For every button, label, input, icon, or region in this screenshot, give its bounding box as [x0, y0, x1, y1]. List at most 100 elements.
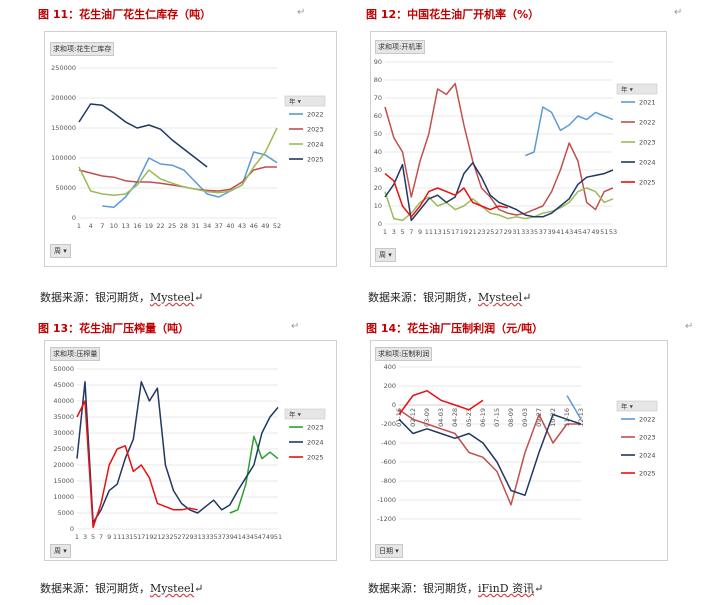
x-tick-label: 35 [210, 533, 218, 541]
series-line-2025 [76, 400, 198, 529]
x-tick-label: 37 [215, 222, 223, 230]
x-tick-label: 7 [100, 222, 104, 230]
series-line-2024 [398, 413, 582, 497]
x-tick-label: 15 [129, 533, 137, 541]
x-tick-label: 45 [250, 533, 258, 541]
chart-panel-14: -1200 -1000 -800 -600 -400 -200 0 200 400 01-16 02… [370, 340, 668, 561]
x-tick-label: 13 [121, 533, 129, 541]
x-tick-label: 22 [156, 222, 164, 230]
x-tick-label: 43 [565, 228, 573, 236]
y-tick-label: 50000 [53, 365, 74, 373]
chart-panel-13: 0 5000 10000 15000 20000 25000 30000 35000 40000… [44, 340, 337, 561]
legend-label: 2023 [639, 139, 656, 147]
x-tick-label: 17 [137, 533, 145, 541]
series-line-2021 [525, 106, 614, 157]
y-tick-label: 50000 [55, 184, 76, 192]
legend-label: 2024 [307, 141, 324, 149]
pivot-field-label[interactable]: 求和项:花生仁库存 [50, 42, 115, 56]
x-tick-label: 3 [83, 533, 87, 541]
y-tick-label: 0 [70, 525, 74, 533]
y-tick-label: 200 [384, 382, 396, 390]
pivot-field-label[interactable]: 求和项:开机率 [375, 40, 426, 54]
x-tick-label: 52 [273, 222, 281, 230]
x-tick-label: 27 [495, 228, 503, 236]
x-tick-label: 33 [201, 533, 209, 541]
x-tick-label: 19 [460, 228, 468, 236]
x-tick-label: 1 [75, 533, 79, 541]
x-tick-label: 7 [409, 228, 413, 236]
y-tick-label: 150000 [51, 124, 76, 132]
x-tick-label: 10 [110, 222, 118, 230]
series-line-2024 [78, 127, 278, 196]
x-tick-label: 41 [234, 533, 242, 541]
legend-label: 2024 [307, 439, 324, 447]
x-tick-label: 9 [107, 533, 111, 541]
axis-field-button[interactable]: 日期 ▾ [375, 544, 403, 558]
y-tick-label: 90 [374, 58, 382, 66]
x-tick-label: 10-22 [549, 408, 557, 427]
y-tick-label: 5000 [57, 509, 74, 517]
pivot-field-label[interactable]: 求和项:压制利润 [375, 347, 433, 361]
legend-label: 2022 [639, 119, 656, 127]
pivot-field-label[interactable]: 求和项:压榨量 [50, 347, 101, 361]
series-line-2025 [78, 103, 208, 168]
x-tick-label: 09-03 [521, 408, 529, 427]
x-tick-label: 23 [477, 228, 485, 236]
series-line-2024 [384, 162, 614, 222]
x-tick-label: 43 [238, 222, 246, 230]
x-tick-label: 3 [392, 228, 396, 236]
legend-label: 2024 [639, 452, 656, 460]
legend-label: 2023 [307, 424, 324, 432]
legend-title: 年 ▾ [289, 410, 302, 419]
legend-title-box [284, 95, 326, 107]
y-tick-label: -200 [381, 420, 396, 428]
x-tick-label: 1 [383, 228, 387, 236]
series-line-2023 [384, 187, 614, 222]
x-tick-label: 29 [504, 228, 512, 236]
x-tick-label: 53 [609, 228, 617, 236]
legend-label: 2021 [639, 99, 656, 107]
y-tick-label: 0 [72, 214, 76, 222]
series-line-2023 [398, 409, 581, 506]
y-tick-label: 30000 [53, 429, 74, 437]
return-mark: ↵ [291, 321, 300, 332]
x-tick-label: 39 [547, 228, 555, 236]
y-tick-label: 10000 [53, 493, 74, 501]
chart-14-svg: -1200 -1000 -800 -600 -400 -200 0 200 400 01-16 02… [377, 363, 658, 523]
legend-label: 2022 [307, 111, 324, 119]
x-tick-label: 40 [226, 222, 234, 230]
chart-panel-11: 0 50000 100000 150000 200000 250000 1 4 7 10 13 16 1… [44, 31, 337, 267]
y-tick-label: -600 [381, 458, 396, 466]
legend-title-box [284, 408, 326, 420]
x-tick-label: 1 [77, 222, 81, 230]
legend-label: 2023 [307, 126, 324, 134]
axis-field-button[interactable]: 周 ▾ [375, 248, 396, 262]
axis-field-button[interactable]: 周 ▾ [50, 244, 71, 258]
axis-field-button[interactable]: 周 ▾ [50, 544, 71, 558]
series-line-2023 [78, 166, 277, 192]
y-tick-label: 0 [378, 220, 382, 228]
y-tick-label: -400 [381, 439, 396, 447]
legend-title-box [616, 83, 658, 95]
y-tick-label: -1000 [377, 496, 396, 504]
legend-title: 年 ▾ [289, 97, 302, 106]
x-tick-label: 45 [574, 228, 582, 236]
x-tick-label: 05-23 [465, 408, 473, 427]
legend-title: 年 ▾ [621, 85, 634, 94]
y-tick-label: 15000 [53, 477, 74, 485]
x-tick-label: 9 [418, 228, 422, 236]
x-tick-label: 47 [258, 533, 266, 541]
x-tick-label: 11 [425, 228, 433, 236]
y-tick-label: 0 [392, 401, 396, 409]
x-tick-label: 5 [91, 533, 95, 541]
x-tick-label: 13 [433, 228, 441, 236]
x-tick-label: 37 [218, 533, 226, 541]
legend-label: 2025 [639, 470, 656, 478]
x-tick-label: 51 [600, 228, 608, 236]
y-tick-label: 20 [374, 184, 382, 192]
x-tick-label: 21 [469, 228, 477, 236]
y-tick-label: 50 [374, 130, 382, 138]
y-tick-label: 45000 [53, 381, 74, 389]
x-tick-label: 07-15 [493, 408, 501, 427]
x-tick-label: 28 [180, 222, 188, 230]
